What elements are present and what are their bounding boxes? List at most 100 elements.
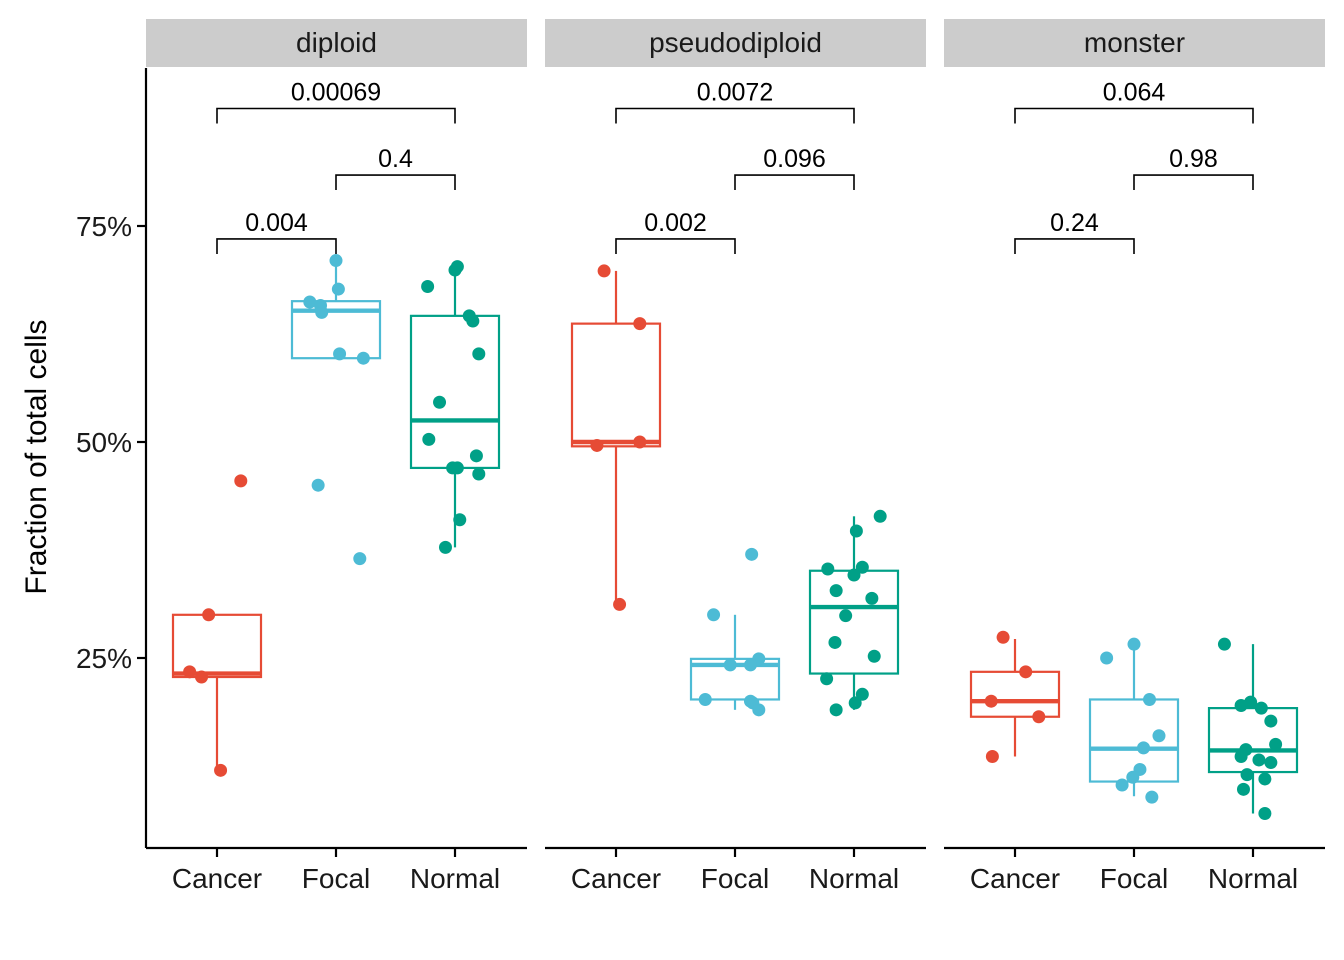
- comparison-bracket: 0.004: [216, 209, 337, 254]
- data-point-focal: [723, 658, 737, 672]
- p-value-label: 0.064: [1103, 78, 1166, 106]
- data-point-normal: [1258, 772, 1272, 786]
- data-point-normal: [821, 562, 835, 576]
- x-tick-label: Normal: [809, 863, 899, 894]
- p-value-label: 0.004: [245, 209, 308, 237]
- data-point-normal: [867, 649, 881, 663]
- box-cancer: [171, 613, 263, 771]
- data-point-cancer: [633, 317, 647, 331]
- data-point-normal: [450, 461, 464, 475]
- comparison-bracket: 0.24: [1014, 209, 1135, 254]
- data-point-focal: [303, 295, 317, 309]
- facet-panel-pseudodiploid: pseudodiploid Cancer Focal Normal 0.0072 0.09…: [545, 19, 926, 894]
- data-point-cancer: [590, 438, 604, 452]
- data-point-focal: [329, 254, 343, 268]
- bracket-line: [734, 174, 855, 191]
- data-point-focal: [1142, 692, 1156, 706]
- comparison-bracket: 0.064: [1014, 78, 1254, 124]
- data-point-focal: [743, 658, 757, 672]
- data-point-normal: [1269, 737, 1283, 751]
- data-point-focal: [1152, 729, 1166, 743]
- facet-strip-label: pseudodiploid: [649, 27, 822, 58]
- data-point-cancer: [234, 474, 248, 488]
- bracket-line: [615, 238, 736, 254]
- data-point-cancer: [1032, 710, 1046, 724]
- data-point-normal: [453, 513, 467, 527]
- p-value-label: 0.002: [644, 209, 707, 237]
- data-point-normal: [829, 584, 843, 598]
- data-point-normal: [820, 672, 834, 686]
- facet-panels: diploid Cancer Focal Normal 0.00069 0.4 0.004 p…: [146, 19, 1325, 894]
- data-point-normal: [472, 467, 486, 481]
- data-point-focal: [315, 305, 329, 319]
- box-cancer: [570, 270, 662, 605]
- data-point-normal: [1254, 701, 1268, 715]
- y-axis: 25% 50% 75%: [76, 68, 148, 848]
- facet-strip: [146, 19, 527, 67]
- data-point-focal: [1145, 790, 1159, 804]
- data-point-focal: [333, 347, 347, 361]
- data-point-normal: [472, 347, 486, 361]
- p-value-label: 0.00069: [291, 78, 381, 106]
- box-iqr: [570, 322, 662, 448]
- bracket-line: [216, 238, 337, 254]
- data-point-normal: [1234, 749, 1248, 763]
- data-point-normal: [855, 560, 869, 574]
- data-point-focal: [311, 478, 325, 492]
- data-point-normal: [438, 540, 452, 554]
- data-point-normal: [433, 395, 447, 409]
- p-value-label: 0.24: [1050, 209, 1099, 237]
- bracket-line: [1014, 107, 1254, 124]
- y-tick-label: 50%: [76, 427, 132, 458]
- data-point-focal: [1115, 778, 1129, 792]
- data-point-normal: [1264, 756, 1278, 770]
- comparison-bracket: 0.00069: [216, 78, 456, 124]
- x-tick-label: Normal: [1208, 863, 1298, 894]
- box-normal: [1207, 644, 1299, 814]
- data-point-cancer: [597, 264, 611, 278]
- data-point-normal: [1217, 637, 1231, 651]
- box-iqr: [171, 613, 263, 679]
- data-point-normal: [1240, 768, 1254, 782]
- box-cancer: [969, 638, 1061, 757]
- data-point-normal: [848, 696, 862, 710]
- box-iqr: [689, 657, 781, 701]
- box-focal: [290, 260, 382, 360]
- data-point-cancer: [195, 670, 209, 684]
- data-point-focal: [745, 547, 759, 561]
- data-point-cancer: [996, 630, 1010, 644]
- bracket-line: [615, 107, 855, 124]
- bracket-line: [1014, 238, 1135, 254]
- data-point-normal: [828, 635, 842, 649]
- x-tick-label: Focal: [701, 863, 769, 894]
- comparison-bracket: 0.096: [734, 145, 855, 191]
- bracket-line: [335, 174, 456, 191]
- data-point-focal: [1127, 637, 1141, 651]
- x-tick-label: Focal: [1100, 863, 1168, 894]
- data-point-focal: [707, 608, 721, 622]
- comparison-bracket: 0.4: [335, 145, 456, 191]
- data-point-focal: [1126, 770, 1140, 784]
- comparison-bracket: 0.98: [1133, 145, 1254, 191]
- box-iqr: [969, 670, 1061, 718]
- x-tick-label: Cancer: [571, 863, 661, 894]
- data-point-cancer: [202, 608, 216, 622]
- data-point-normal: [1264, 714, 1278, 728]
- facet-strip-label: diploid: [296, 27, 377, 58]
- data-point-cancer: [633, 435, 647, 449]
- data-point-normal: [849, 524, 863, 538]
- p-value-label: 0.0072: [697, 78, 773, 106]
- facet-strip: [545, 19, 926, 67]
- data-point-cancer: [984, 694, 998, 708]
- data-point-normal: [847, 568, 861, 582]
- data-point-cancer: [613, 597, 627, 611]
- data-point-focal: [331, 282, 345, 296]
- data-point-normal: [469, 449, 483, 463]
- y-tick-label: 25%: [76, 643, 132, 674]
- facet-panel-monster: monster Cancer Focal Normal 0.064 0.98 0.24: [944, 19, 1325, 894]
- box-iqr: [808, 569, 900, 675]
- data-point-normal: [1234, 699, 1248, 713]
- data-point-normal: [829, 703, 843, 717]
- data-point-normal: [448, 263, 462, 277]
